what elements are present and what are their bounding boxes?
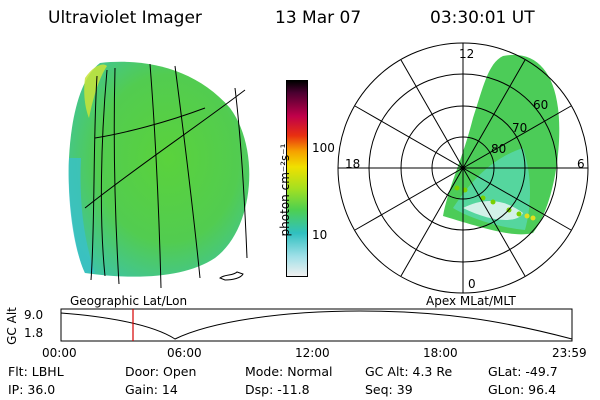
colorbar-tick-10: 10 (312, 228, 328, 242)
polar-aurora-white (463, 201, 523, 220)
info-seq: Seq: 39 (365, 382, 413, 397)
altitude-ylabel: GC Alt (5, 307, 19, 345)
time-tick-2359: 23:59 (552, 346, 587, 360)
info-gain: Gain: 14 (125, 382, 178, 397)
info-mode: Mode: Normal (245, 364, 333, 379)
time-tick-0000: 00:00 (42, 346, 77, 360)
lat-label-70: 70 (512, 121, 528, 135)
mlt-label-18: 18 (345, 157, 361, 171)
observation-time: 03:30:01 UT (430, 8, 535, 28)
lon-lines (90, 63, 248, 289)
time-tick-1200: 12:00 (295, 346, 330, 360)
info-filter: Flt: LBHL (8, 364, 64, 379)
right-panel-label: Apex MLat/MLT (426, 294, 516, 308)
time-tick-1800: 18:00 (423, 346, 458, 360)
mlt-label-0: 0 (468, 277, 476, 291)
colorbar-label: photon cm⁻²s⁻¹ (278, 143, 292, 237)
instrument-title: Ultraviolet Imager (48, 8, 202, 28)
image-edge-speckle (68, 158, 95, 273)
lat-label-60: 60 (533, 98, 549, 112)
bright-streak (84, 64, 107, 118)
colorbar-tick-100: 100 (312, 141, 335, 155)
time-tick-0600: 06:00 (167, 346, 202, 360)
colorbar (286, 80, 308, 277)
altitude-plot (60, 308, 573, 342)
info-gc-alt: GC Alt: 4.3 Re (365, 364, 453, 379)
info-glat: GLat: -49.7 (488, 364, 558, 379)
mlt-label-12: 12 (459, 47, 475, 61)
altitude-curve (60, 310, 573, 340)
lat-label-80: 80 (491, 142, 507, 156)
altitude-plot-frame (60, 308, 573, 342)
geographic-image (68, 61, 250, 289)
info-glon: GLon: 96.4 (488, 382, 557, 397)
info-dsp: Dsp: -11.8 (245, 382, 310, 397)
altitude-ytick-bottom: 1.8 (24, 326, 44, 340)
left-panel-label: Geographic Lat/Lon (70, 294, 188, 308)
observation-date: 13 Mar 07 (275, 8, 362, 28)
info-door: Door: Open (125, 364, 197, 379)
info-ip: IP: 36.0 (8, 382, 56, 397)
altitude-ytick-top: 9.0 (24, 308, 44, 322)
polar-plot (337, 42, 589, 294)
mlt-label-6: 6 (577, 157, 585, 171)
coastline (219, 271, 244, 281)
lat-lines (84, 89, 246, 209)
